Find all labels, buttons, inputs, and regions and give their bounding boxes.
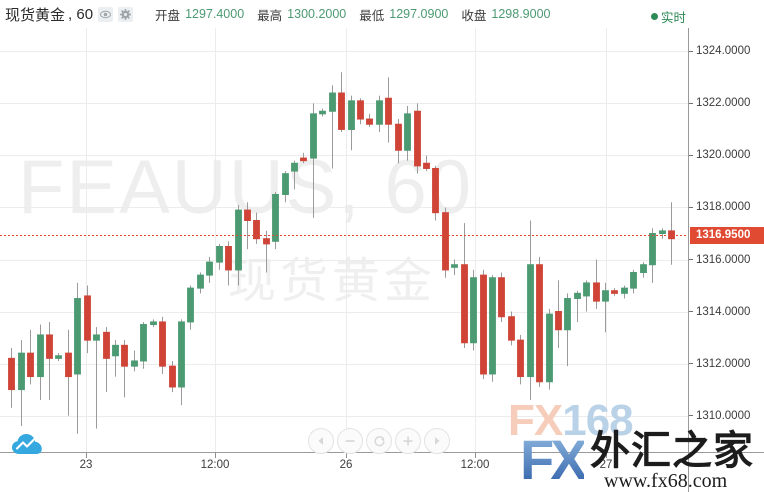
price-axis[interactable]: 1310.0000 1312.0000 1314.0000 1316.0000 1318… bbox=[688, 28, 764, 452]
realtime-status-badge: 实时 bbox=[650, 7, 686, 26]
watermark-fx168: FX168 bbox=[508, 396, 634, 445]
price-tick: 1322.0000 bbox=[689, 96, 750, 110]
ohlc-low-value: 1297.0900 bbox=[389, 7, 449, 21]
price-tick-label: 1320.0000 bbox=[696, 149, 751, 162]
chart-header: 现货黄金 , 60 开盘 1297.4000 bbox=[0, 0, 764, 28]
ohlc-low-label: 最低 bbox=[359, 8, 385, 23]
zoom-in-button[interactable] bbox=[395, 428, 421, 454]
current-price-badge: 1316.9500 bbox=[690, 226, 764, 244]
candlestick-plot[interactable] bbox=[0, 28, 688, 452]
price-tick-dash bbox=[689, 154, 693, 156]
price-tick: 1316.0000 bbox=[689, 253, 750, 267]
price-tick-label: 1318.0000 bbox=[696, 201, 751, 214]
watermark-logo-url: www.fx68.com bbox=[604, 470, 728, 492]
ohlc-open-value: 1297.4000 bbox=[185, 7, 245, 21]
time-tick-stub bbox=[215, 453, 216, 458]
price-tick: 1320.0000 bbox=[689, 148, 750, 162]
eye-icon[interactable] bbox=[98, 6, 114, 22]
axis-corner bbox=[688, 452, 764, 492]
price-tick: 1312.0000 bbox=[689, 357, 750, 371]
scroll-left-button[interactable] bbox=[308, 428, 334, 454]
ohlc-close-label: 收盘 bbox=[461, 8, 487, 23]
price-tick-dash bbox=[689, 311, 693, 313]
ohlc-open: 开盘 1297.4000 最高 1300.2000 最低 1297.0900 收… bbox=[155, 5, 563, 24]
watermark-brand-logo: FX 外汇之家 www.fx68.com bbox=[520, 428, 764, 492]
watermark-logo-cn: 外汇之家 bbox=[590, 429, 754, 473]
time-tick-label: 23 bbox=[79, 459, 93, 471]
time-tick-stub bbox=[475, 453, 476, 458]
ohlc-high-label: 最高 bbox=[257, 8, 283, 23]
ohlc-open-label: 开盘 bbox=[155, 8, 181, 23]
cloud-chart-logo[interactable] bbox=[12, 434, 42, 456]
gear-icon[interactable] bbox=[118, 6, 134, 22]
price-tick: 1314.0000 bbox=[689, 305, 750, 319]
price-tick: 1318.0000 bbox=[689, 200, 750, 214]
price-tick-dash bbox=[689, 259, 693, 260]
time-tick-stub bbox=[346, 453, 347, 458]
price-tick-label: 1310.0000 bbox=[696, 409, 751, 422]
price-tick: 1324.0000 bbox=[689, 44, 750, 58]
price-tick: 1310.0000 bbox=[689, 409, 750, 423]
price-tick-dash bbox=[689, 50, 693, 52]
reset-chart-button[interactable] bbox=[366, 428, 392, 454]
chart-nav-controls[interactable] bbox=[308, 428, 450, 454]
price-tick-label: 1322.0000 bbox=[696, 97, 751, 110]
price-tick-label: 1324.0000 bbox=[696, 45, 751, 58]
time-tick-label: 12:00 bbox=[200, 459, 230, 471]
time-tick-label: 26 bbox=[339, 459, 353, 471]
price-tick-label: 1312.0000 bbox=[696, 357, 751, 370]
price-tick-dash bbox=[689, 102, 693, 104]
symbol-timeframe: , 60 bbox=[68, 5, 94, 23]
time-tick-stub bbox=[606, 453, 607, 458]
realtime-label: 实时 bbox=[660, 11, 686, 25]
watermark-symbol-cn: 现货黄金 bbox=[228, 255, 437, 308]
symbol-name: 现货黄金 bbox=[5, 6, 66, 24]
watermark-fx168-fx: FX bbox=[508, 396, 563, 445]
time-tick-stub bbox=[86, 453, 87, 458]
time-tick-label: 27 bbox=[599, 459, 613, 471]
ohlc-close-value: 1298.9000 bbox=[491, 7, 551, 21]
watermark-logo-fx: FX bbox=[520, 428, 588, 491]
realtime-dot-icon bbox=[650, 13, 658, 20]
watermark-fx168-num: 168 bbox=[562, 396, 633, 445]
scroll-right-button[interactable] bbox=[424, 428, 450, 454]
price-tick-label: 1314.0000 bbox=[696, 305, 751, 318]
zoom-out-button[interactable] bbox=[337, 428, 363, 454]
price-tick-dash bbox=[689, 206, 693, 208]
time-tick-label: 12:00 bbox=[460, 459, 490, 471]
price-tick-dash bbox=[689, 363, 693, 365]
current-price-label: 1316.9500 bbox=[696, 229, 751, 242]
price-tick-dash bbox=[689, 415, 693, 417]
candlestick-svg bbox=[0, 28, 688, 452]
ohlc-high-value: 1300.2000 bbox=[287, 7, 347, 21]
price-tick-label: 1316.0000 bbox=[696, 253, 751, 266]
